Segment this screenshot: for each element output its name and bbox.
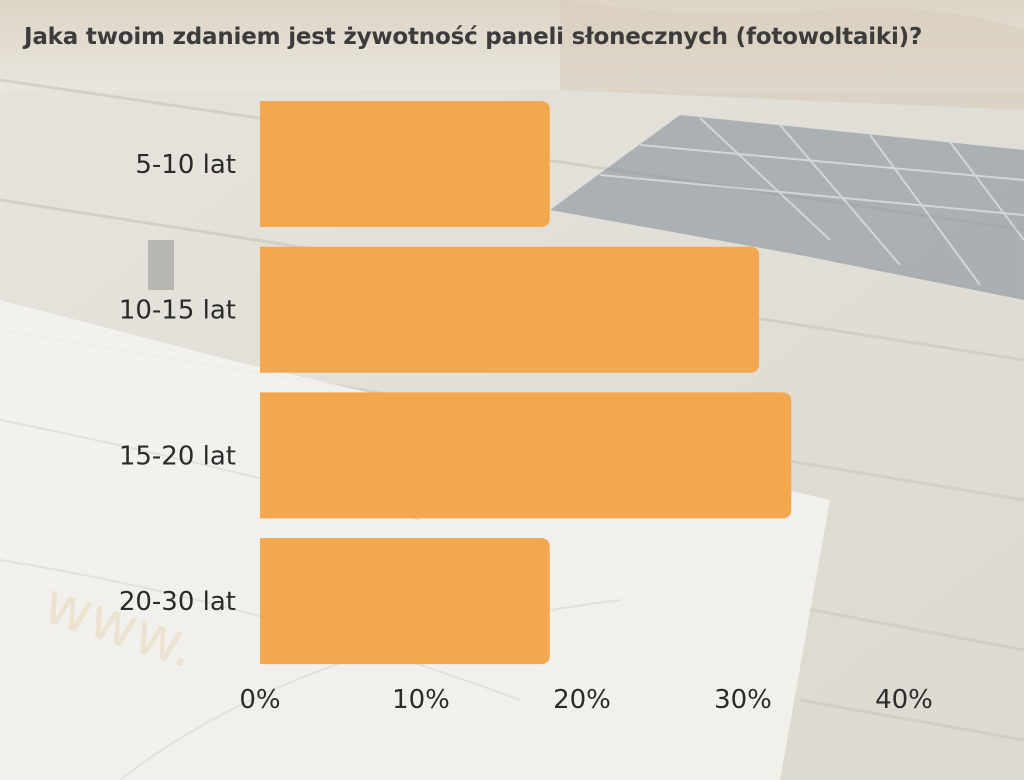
x-tick-label: 20%: [553, 685, 611, 715]
category-labels: 5-10 lat 10-15 lat 15-20 lat 20-30 lat: [119, 150, 236, 617]
category-label: 20-30 lat: [119, 587, 236, 617]
x-tick-label: 10%: [392, 685, 450, 715]
bar-edge: [260, 246, 270, 373]
bar-5-10-lat: [260, 101, 550, 227]
bar-20-30-lat: [260, 538, 550, 665]
chart-title: Jaka twoim zdaniem jest żywotność paneli…: [24, 24, 923, 50]
category-label: 15-20 lat: [119, 441, 236, 471]
x-axis-tick-labels: 0% 10% 20% 30% 40%: [239, 685, 933, 715]
category-label: 5-10 lat: [135, 150, 236, 180]
x-tick-label: 0%: [239, 685, 280, 715]
bars-group: [260, 101, 792, 665]
bar-edge: [260, 101, 270, 227]
bar-10-15-lat: [260, 246, 760, 373]
bar-15-20-lat: [260, 392, 792, 519]
category-label: 10-15 lat: [119, 296, 236, 326]
x-tick-label: 30%: [714, 685, 772, 715]
bar-edge: [260, 538, 270, 665]
x-tick-label: 40%: [875, 685, 933, 715]
bar-edge: [260, 392, 270, 519]
